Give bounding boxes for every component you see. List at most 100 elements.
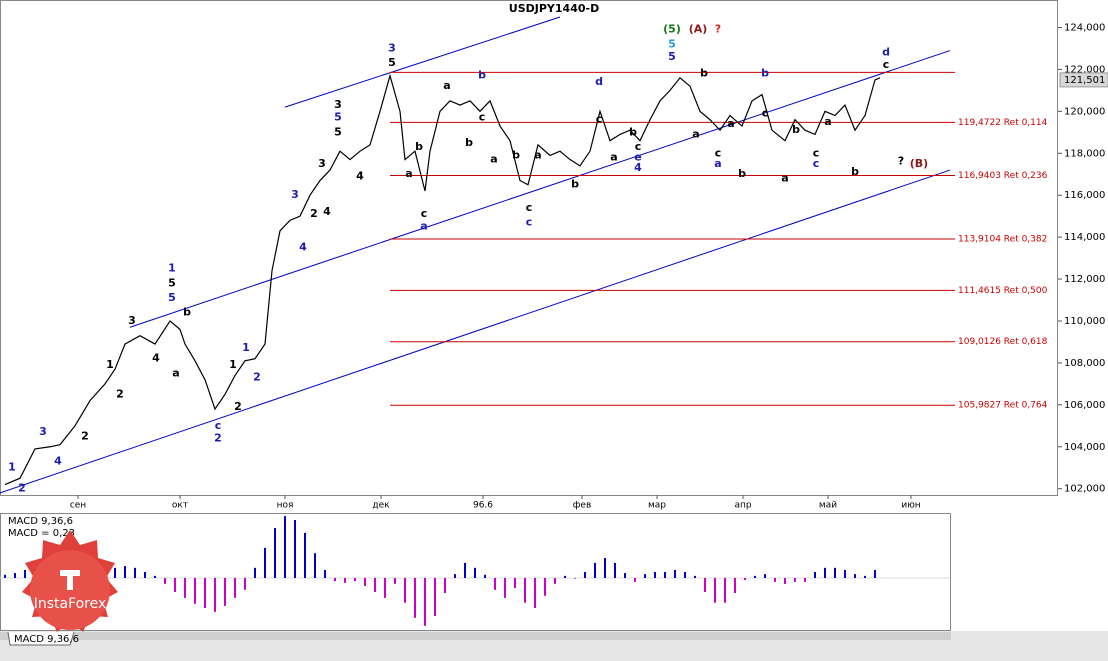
wave-label: b [571, 178, 579, 191]
macd-bar [844, 569, 846, 578]
macd-bar [334, 577, 336, 582]
wave-label: (5) [663, 23, 681, 36]
wave-label: c [596, 113, 603, 126]
wave-label: b [415, 140, 423, 153]
macd-bar [434, 577, 436, 617]
tab [7, 631, 75, 646]
macd-bar [294, 519, 296, 578]
macd-bar [344, 577, 346, 583]
wave-label: a [420, 220, 427, 233]
wave-label: ? [715, 23, 721, 36]
wave-label: 5 [668, 37, 676, 50]
macd-bar [544, 577, 546, 596]
wave-label: 5 [168, 291, 176, 304]
wave-label: a [714, 157, 721, 170]
macd-bar [734, 577, 736, 593]
fib-label: 116,9403 Ret 0,236 [958, 171, 1048, 181]
macd-bar [724, 577, 726, 603]
wave-label: a [824, 115, 831, 128]
macd-bar [14, 573, 16, 578]
macd-bar [454, 574, 456, 578]
wave-label: c [421, 207, 428, 220]
wave-label: a [781, 171, 788, 184]
macd-bar [304, 532, 306, 578]
tab-label: MACD 9,36,6 [14, 634, 79, 645]
wave-label: 2 [253, 371, 261, 384]
fib-label: 113,9104 Ret 0,382 [958, 235, 1047, 245]
wave-label: b [700, 67, 708, 80]
wave-label: a [405, 167, 412, 180]
y-tick-label: 108,000 [1064, 358, 1105, 369]
macd-bar [774, 577, 776, 582]
wave-label: b [478, 69, 486, 82]
macd-bar [364, 577, 366, 586]
wave-label: d [882, 46, 890, 59]
wave-label: 4 [299, 241, 307, 254]
wave-label: 5 [668, 50, 676, 63]
wave-label: 3 [39, 425, 47, 438]
macd-bar [414, 577, 416, 618]
macd-bar [274, 528, 276, 578]
chart-title: USDJPY1440-D [509, 2, 599, 15]
macd-bar [514, 577, 516, 589]
wave-label: b [738, 167, 746, 180]
macd-bar [504, 577, 506, 598]
x-tick-label: окт [172, 501, 188, 511]
wave-label: c [479, 111, 486, 124]
y-tick-label: 110,000 [1064, 316, 1105, 327]
channel-line [0, 169, 951, 494]
wave-label: 3 [388, 41, 396, 54]
wave-label: b [792, 123, 800, 136]
wave-label: a [490, 153, 497, 166]
wave-label: 1 [8, 461, 16, 474]
macd-bar [604, 558, 606, 578]
macd-bar [584, 572, 586, 578]
macd-bar [154, 575, 156, 578]
macd-bar [134, 567, 136, 578]
macd-bar [634, 577, 636, 582]
macd-bar [444, 577, 446, 593]
macd-bar [354, 577, 356, 582]
wave-label: 3 [291, 188, 299, 201]
macd-bar [554, 577, 556, 584]
macd-bar [214, 577, 216, 612]
macd-bar [534, 577, 536, 608]
wave-label: c [526, 201, 533, 214]
wave-label: 5 [388, 56, 396, 69]
wave-label: a [443, 79, 450, 92]
y-tick-label: 104,000 [1064, 442, 1105, 453]
wave-label: c [762, 106, 769, 119]
x-tick-label: мар [648, 501, 666, 511]
wave-label: ? [898, 155, 904, 168]
y-tick-label: 124,000 [1064, 22, 1105, 33]
price-line [4, 73, 881, 486]
macd-bar [4, 574, 6, 578]
logo: InstaForex [22, 530, 118, 632]
macd-bar [704, 577, 706, 592]
macd-bar [144, 572, 146, 578]
macd-bar [174, 577, 176, 592]
price-panel [0, 0, 1058, 496]
macd-bar [164, 577, 166, 584]
wave-label: 2 [116, 387, 124, 400]
wave-label: 5 [334, 111, 342, 124]
macd-bar [314, 553, 316, 578]
wave-label: a [172, 366, 179, 379]
logo-text: InstaForex [34, 596, 107, 612]
wave-label: 1 [106, 358, 114, 371]
macd-bar [684, 572, 686, 578]
macd-panel [0, 513, 951, 631]
macd-bar [264, 547, 266, 578]
x-tick-label: фев [573, 501, 592, 511]
macd-bar [184, 577, 186, 598]
x-tick-label: июн [901, 501, 920, 511]
macd-bar [474, 567, 476, 578]
macd-bar [664, 572, 666, 578]
macd-bar [484, 574, 486, 578]
wave-label: c [715, 146, 722, 159]
macd-bar [654, 572, 656, 578]
macd-bar [714, 577, 716, 603]
y-tick-label: 102,000 [1064, 484, 1105, 495]
macd-bar [324, 569, 326, 578]
